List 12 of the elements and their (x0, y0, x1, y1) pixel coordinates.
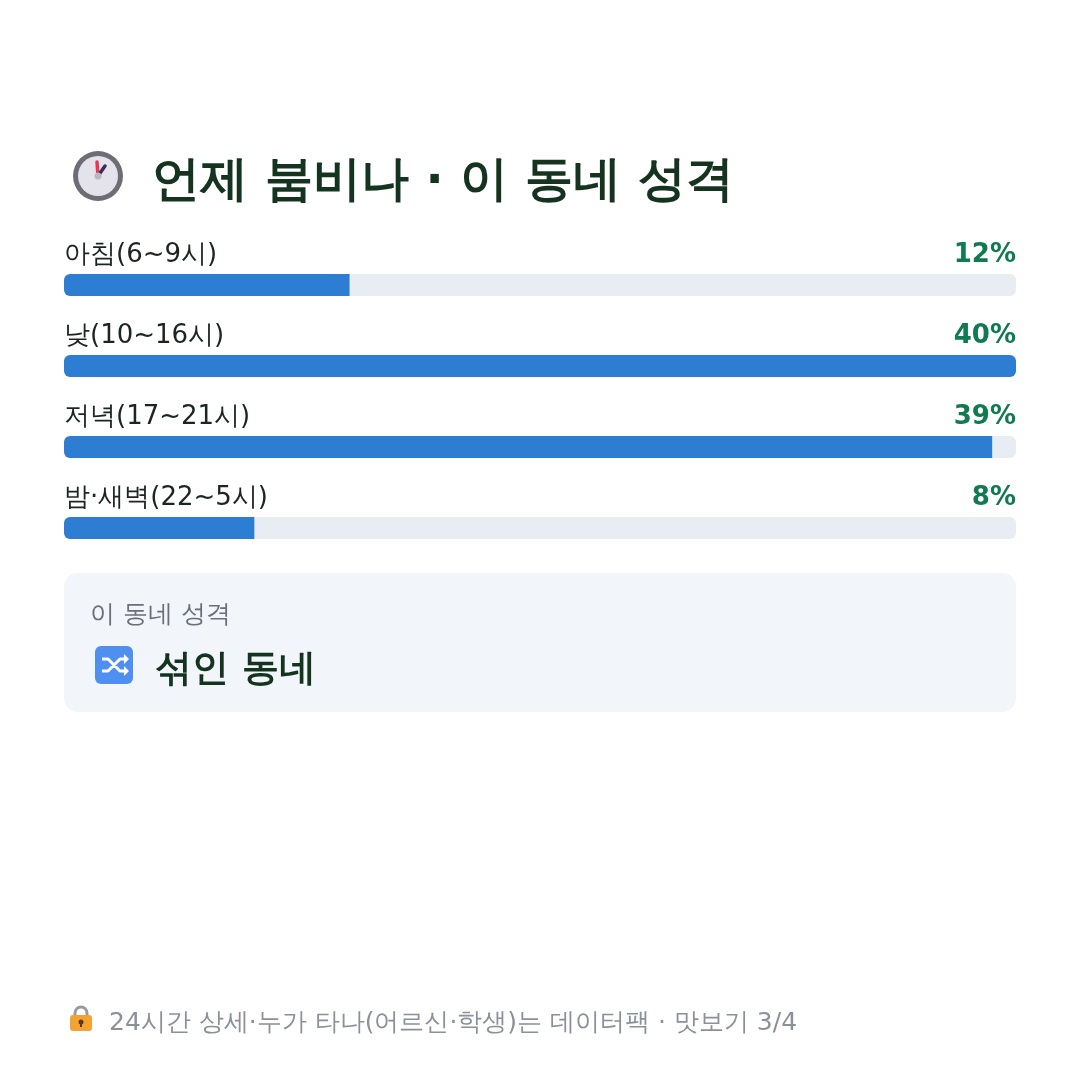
chart-title: 언제 붐비나 · 이 동네 성격 (152, 150, 734, 206)
data-label: 39% (953, 400, 1016, 430)
y-tick-label: 아침(6~9시) (64, 238, 218, 268)
text: 24시간 상세·누가 타나(어르신·학생)는 데이터팩 · 맛보기 3/4 (109, 1007, 798, 1036)
text: 이 동네 성격 (90, 599, 231, 628)
y-tick-label: 낮(10~16시) (64, 319, 225, 349)
y-tick-label: 밤·새벽(22~5시) (64, 481, 268, 511)
data-label: 12% (953, 238, 1016, 268)
data-label: 40% (953, 319, 1016, 349)
data-label: 8% (971, 481, 1016, 511)
y-tick-label: 저녁(17~21시) (64, 400, 251, 430)
text: 섞인 동네 (155, 646, 316, 689)
